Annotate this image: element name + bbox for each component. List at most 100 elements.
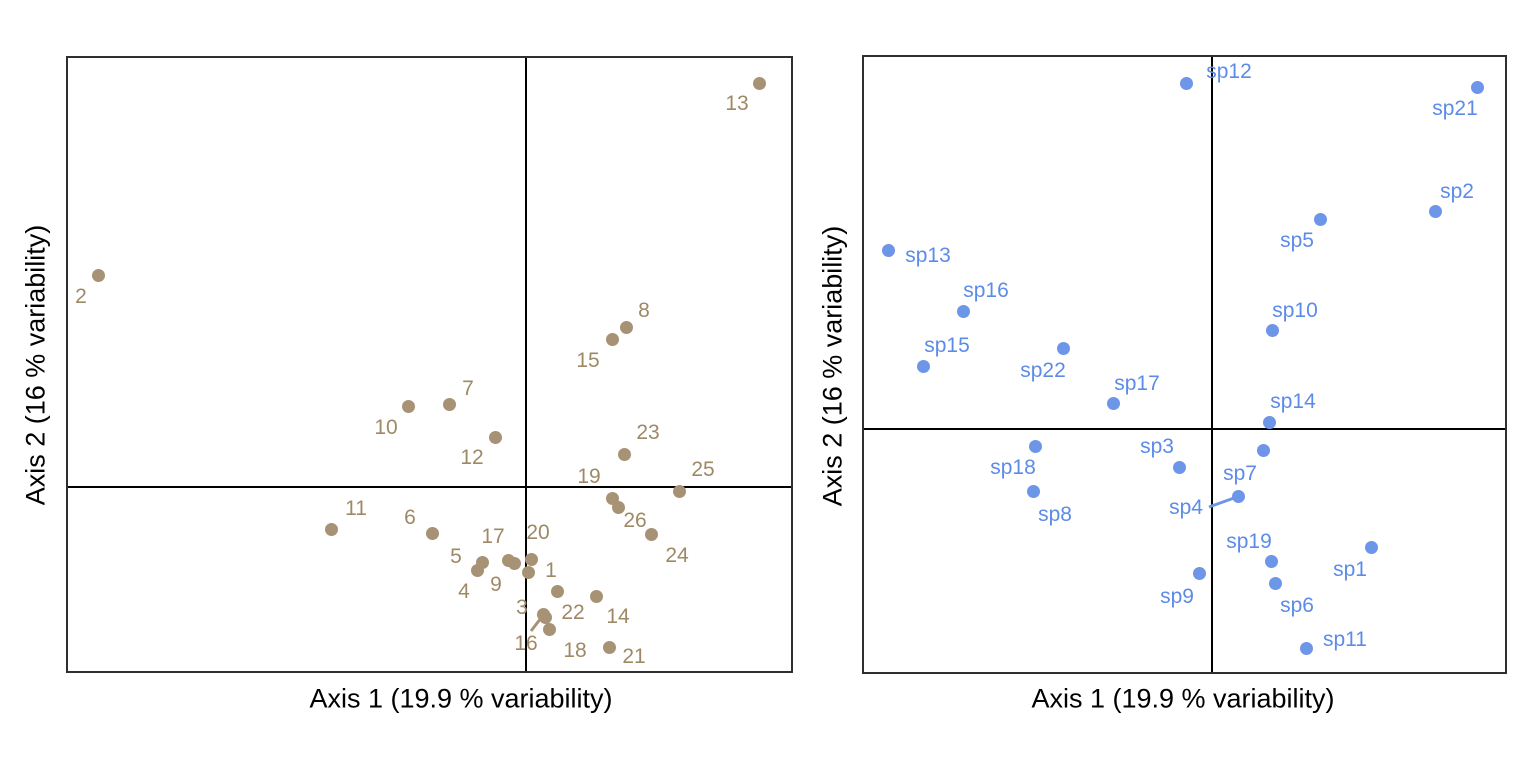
site-point-8 xyxy=(619,320,633,334)
site-point-26 xyxy=(611,500,625,514)
zero-vertical-line xyxy=(1211,57,1213,672)
species-point-label-sp12: sp12 xyxy=(1206,60,1252,83)
site-point-6 xyxy=(425,526,439,540)
site-point-label-7: 7 xyxy=(462,377,474,400)
species-point-sp11 xyxy=(1299,641,1313,655)
site-point-18 xyxy=(542,622,556,636)
species-point-sp8 xyxy=(1026,484,1040,498)
species-point-sp18 xyxy=(1028,439,1042,453)
site-point-label-26: 26 xyxy=(623,509,647,532)
species-point-sp12 xyxy=(1179,76,1193,90)
species-point-label-sp16: sp16 xyxy=(963,279,1009,302)
site-point-label-23: 23 xyxy=(636,421,660,444)
site-point-label-5: 5 xyxy=(450,545,462,568)
site-point-21 xyxy=(602,640,616,654)
site-point-label-12: 12 xyxy=(460,446,484,469)
species-point-label-sp5: sp5 xyxy=(1280,229,1314,252)
species-point-sp6 xyxy=(1268,576,1282,590)
species-point-label-sp10: sp10 xyxy=(1272,299,1318,322)
species-point-label-sp17: sp17 xyxy=(1114,372,1160,395)
species-point-sp9 xyxy=(1192,566,1206,580)
species-point-label-sp8: sp8 xyxy=(1038,503,1072,526)
site-point-label-11: 11 xyxy=(345,497,367,520)
site-point-23 xyxy=(617,447,631,461)
species-point-label-sp1: sp1 xyxy=(1333,558,1367,581)
site-point-label-14: 14 xyxy=(606,605,630,628)
site-point-7 xyxy=(442,397,456,411)
species-point-sp16 xyxy=(956,304,970,318)
site-point-label-13: 13 xyxy=(725,92,749,115)
site-point-20 xyxy=(524,552,538,566)
species-point-label-sp19: sp19 xyxy=(1226,530,1272,553)
species-point-sp10 xyxy=(1265,323,1279,337)
site-point-label-4: 4 xyxy=(458,580,470,603)
species-point-label-sp9: sp9 xyxy=(1160,585,1194,608)
species-point-sp19 xyxy=(1264,554,1278,568)
zero-horizontal-line xyxy=(864,428,1505,430)
site-point-24 xyxy=(644,527,658,541)
species-point-label-sp13: sp13 xyxy=(905,244,951,267)
site-point-label-8: 8 xyxy=(638,299,650,322)
sites-x-axis-label: Axis 1 (19.9 % variability) xyxy=(309,683,613,714)
species-plot-frame xyxy=(862,55,1507,674)
species-point-sp13 xyxy=(881,243,895,257)
site-point-label-16: 16 xyxy=(514,632,538,655)
species-point-sp14 xyxy=(1262,415,1276,429)
site-point-label-9: 9 xyxy=(490,573,502,596)
species-point-sp22 xyxy=(1056,341,1070,355)
site-point-label-17: 17 xyxy=(481,525,505,548)
species-point-sp17 xyxy=(1106,396,1120,410)
site-point-label-2: 2 xyxy=(75,285,87,308)
site-point-25 xyxy=(672,484,686,498)
site-point-label-15: 15 xyxy=(576,349,600,372)
zero-horizontal-line xyxy=(68,486,791,488)
species-point-label-sp11: sp11 xyxy=(1323,628,1367,651)
species-point-label-sp21: sp21 xyxy=(1432,97,1478,120)
site-point-13 xyxy=(752,76,766,90)
sites-y-axis-label: Axis 2 (16 % variability) xyxy=(20,224,51,506)
site-point-label-19: 19 xyxy=(577,465,601,488)
site-point-label-24: 24 xyxy=(665,544,689,567)
species-point-label-sp7: sp7 xyxy=(1223,462,1257,485)
species-point-sp3 xyxy=(1172,460,1186,474)
site-point-label-18: 18 xyxy=(563,639,587,662)
site-point-label-21: 21 xyxy=(622,645,646,668)
site-point-16 xyxy=(538,610,552,624)
species-point-label-sp3: sp3 xyxy=(1140,435,1174,458)
species-point-label-sp15: sp15 xyxy=(924,334,970,357)
species-point-sp21 xyxy=(1470,80,1484,94)
site-point-14 xyxy=(589,589,603,603)
site-point-17 xyxy=(501,553,515,567)
site-point-1 xyxy=(521,565,535,579)
site-point-label-3: 3 xyxy=(516,596,528,619)
sites-plot-frame xyxy=(66,56,793,673)
site-point-label-10: 10 xyxy=(374,416,398,439)
species-point-label-sp22: sp22 xyxy=(1020,359,1066,382)
species-point-label-sp2: sp2 xyxy=(1440,180,1474,203)
site-point-2 xyxy=(91,268,105,282)
species-point-label-sp6: sp6 xyxy=(1280,594,1314,617)
species-point-label-sp4: sp4 xyxy=(1169,496,1203,519)
site-point-label-1: 1 xyxy=(545,559,557,582)
species-point-label-sp14: sp14 xyxy=(1270,390,1316,413)
species-point-sp5 xyxy=(1313,212,1327,226)
species-x-axis-label: Axis 1 (19.9 % variability) xyxy=(1031,683,1335,714)
species-point-sp2 xyxy=(1428,204,1442,218)
site-point-22 xyxy=(550,584,564,598)
species-y-axis-label: Axis 2 (16 % variability) xyxy=(817,225,848,507)
site-point-label-25: 25 xyxy=(691,458,715,481)
species-point-sp1 xyxy=(1364,540,1378,554)
site-point-10 xyxy=(401,399,415,413)
site-point-12 xyxy=(488,430,502,444)
site-point-11 xyxy=(324,522,338,536)
site-point-label-20: 20 xyxy=(526,521,550,544)
species-point-sp7 xyxy=(1256,443,1270,457)
site-point-label-22: 22 xyxy=(561,601,585,624)
species-point-label-sp18: sp18 xyxy=(990,456,1036,479)
site-point-15 xyxy=(605,332,619,346)
zero-vertical-line xyxy=(525,58,527,671)
species-point-sp4 xyxy=(1231,489,1245,503)
species-point-sp15 xyxy=(916,359,930,373)
site-point-label-6: 6 xyxy=(404,506,416,529)
